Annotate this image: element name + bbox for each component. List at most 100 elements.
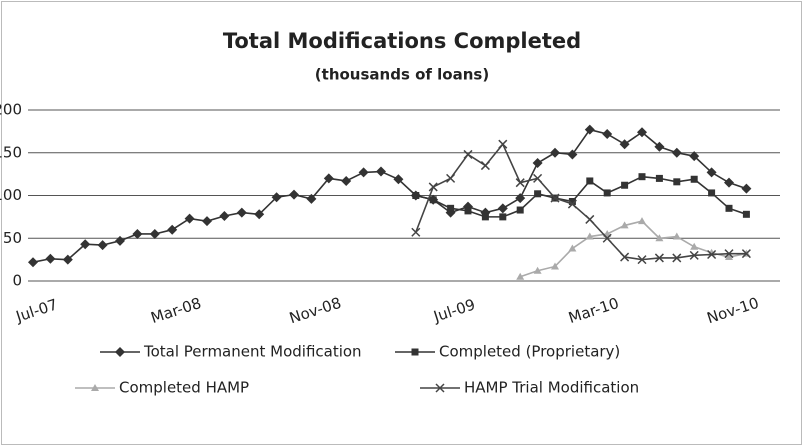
marker xyxy=(550,147,560,158)
chart-subtitle: (thousands of loans) xyxy=(315,66,489,84)
marker xyxy=(724,249,734,259)
marker xyxy=(515,178,525,188)
marker xyxy=(429,196,437,204)
marker xyxy=(533,266,542,274)
marker xyxy=(568,197,576,205)
y-tick-label: 150 xyxy=(0,143,22,161)
marker xyxy=(481,213,489,221)
marker xyxy=(586,177,594,185)
marker xyxy=(637,255,647,265)
marker xyxy=(289,189,299,200)
marker xyxy=(725,204,733,212)
marker xyxy=(654,141,665,152)
marker xyxy=(411,227,421,237)
marker xyxy=(497,203,508,214)
marker xyxy=(184,213,195,224)
marker xyxy=(724,177,734,188)
legend-label: HAMP Trial Modification xyxy=(464,379,639,397)
marker xyxy=(480,161,490,171)
marker xyxy=(115,347,125,357)
marker xyxy=(533,173,543,183)
marker xyxy=(412,192,420,199)
chart-title: Total Modifications Completed xyxy=(223,29,581,53)
marker xyxy=(149,228,160,239)
marker xyxy=(706,167,717,178)
marker xyxy=(655,234,664,242)
marker xyxy=(464,207,472,215)
marker xyxy=(45,253,56,264)
marker xyxy=(323,173,334,184)
marker xyxy=(435,383,445,393)
marker xyxy=(411,348,419,356)
marker xyxy=(654,253,664,263)
marker xyxy=(463,149,473,159)
marker xyxy=(689,250,699,260)
marker xyxy=(551,262,559,270)
legend-label: Completed HAMP xyxy=(119,379,249,397)
marker xyxy=(341,175,352,186)
marker xyxy=(115,235,125,246)
y-tick-label: 50 xyxy=(3,229,22,247)
marker xyxy=(446,173,456,183)
marker xyxy=(603,189,611,197)
marker xyxy=(306,193,317,204)
marker xyxy=(602,128,613,139)
marker xyxy=(671,147,682,158)
y-tick-label: 0 xyxy=(12,272,22,290)
marker xyxy=(567,199,577,209)
marker xyxy=(393,174,404,185)
marker xyxy=(254,209,265,220)
marker xyxy=(202,216,212,227)
marker xyxy=(741,183,752,194)
marker xyxy=(638,217,646,225)
marker xyxy=(167,224,178,235)
marker xyxy=(672,253,682,263)
marker xyxy=(690,242,699,250)
marker xyxy=(741,249,751,259)
marker xyxy=(534,190,542,198)
marker xyxy=(585,232,594,240)
marker xyxy=(672,232,681,240)
marker xyxy=(690,175,698,183)
marker xyxy=(499,213,507,221)
marker xyxy=(708,189,716,197)
marker xyxy=(97,240,108,251)
marker xyxy=(689,151,700,162)
marker xyxy=(28,257,38,268)
marker xyxy=(742,210,750,218)
marker xyxy=(673,178,681,186)
marker xyxy=(707,249,717,260)
marker xyxy=(620,252,630,262)
marker xyxy=(725,253,733,261)
marker xyxy=(584,124,595,135)
marker xyxy=(219,211,230,222)
marker xyxy=(637,127,647,138)
marker xyxy=(619,139,630,150)
marker xyxy=(602,233,612,243)
marker xyxy=(358,167,369,178)
marker xyxy=(91,384,99,391)
marker xyxy=(567,149,578,160)
marker xyxy=(515,193,526,204)
y-tick-label: 100 xyxy=(0,186,22,204)
marker xyxy=(621,181,629,189)
marker xyxy=(550,193,560,203)
marker xyxy=(236,207,247,218)
marker xyxy=(132,228,143,239)
legend-label: Completed (Proprietary) xyxy=(439,343,620,361)
marker xyxy=(376,166,386,177)
marker xyxy=(532,158,543,169)
marker xyxy=(428,182,438,192)
marker xyxy=(516,206,524,214)
marker xyxy=(447,204,455,212)
marker xyxy=(620,221,629,229)
marker xyxy=(62,254,73,265)
marker xyxy=(80,239,91,250)
marker xyxy=(516,272,525,280)
marker xyxy=(568,244,577,252)
marker xyxy=(498,139,508,149)
marker xyxy=(271,192,282,203)
marker xyxy=(638,173,646,181)
